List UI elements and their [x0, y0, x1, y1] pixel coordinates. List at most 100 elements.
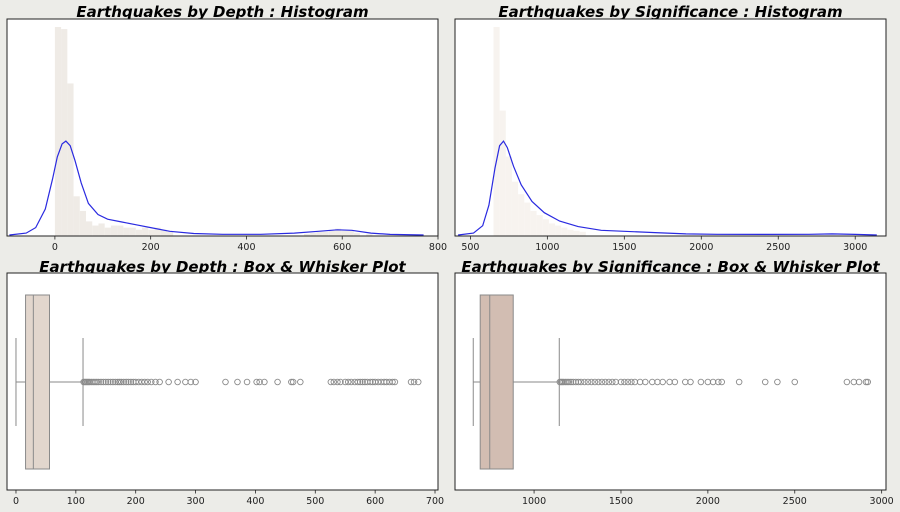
outlier-point: [344, 378, 352, 386]
outlier-point: [192, 378, 199, 386]
outlier-point: [855, 378, 863, 386]
outlier-point: [104, 378, 112, 386]
iqr-box: [479, 294, 514, 470]
histogram-bar: [536, 215, 543, 236]
chart-panel-4: Earthquakes by Significance : Box & Whis…: [454, 258, 894, 507]
outlier-point: [148, 378, 155, 386]
outlier-point: [234, 378, 241, 386]
x-tick-label: 600: [366, 496, 384, 507]
histogram-bar: [104, 227, 111, 236]
x-tick-label: 3000: [870, 496, 894, 507]
histogram-bar: [548, 223, 556, 236]
outlier-point: [414, 378, 422, 386]
chart-panel-2: Earthquakes by Significance : Histogram 5…: [454, 3, 887, 253]
outlier-point: [359, 378, 366, 386]
outlier-point: [735, 378, 743, 386]
kde-curve: [458, 140, 877, 236]
histogram-bar: [135, 229, 143, 236]
outlier-point: [156, 378, 163, 386]
outlier-point: [367, 378, 374, 386]
outlier-point: [100, 378, 107, 386]
outlier-point: [289, 378, 297, 386]
outlier-point: [581, 378, 588, 386]
histogram-bar: [493, 27, 500, 236]
outlier-point: [697, 378, 705, 386]
outlier-point: [642, 378, 649, 386]
x-tick-label: 300: [186, 496, 204, 507]
outlier-point: [864, 378, 872, 386]
histogram-bar: [322, 231, 329, 236]
histogram-bar: [148, 229, 155, 236]
plot-frame: [6, 18, 439, 237]
x-tick-label: 0: [52, 242, 58, 253]
histogram-bar: [310, 232, 317, 236]
histogram-bar: [86, 221, 93, 236]
histogram-bar: [142, 227, 149, 236]
outlier-point: [575, 378, 582, 386]
outlier-point: [356, 378, 364, 386]
chart-title: Earthquakes by Depth : Box & Whisker Plo…: [39, 258, 406, 276]
outlier-point: [584, 378, 592, 386]
outlier-point: [577, 378, 585, 386]
histogram-bar: [366, 234, 373, 236]
outlier-point: [389, 378, 396, 386]
outlier-point: [565, 378, 573, 386]
histogram-bar: [303, 233, 311, 236]
x-tick-label: 600: [333, 242, 351, 253]
outlier-point: [187, 378, 195, 386]
outlier-point: [617, 378, 625, 386]
outlier-point: [595, 378, 602, 386]
x-tick-label: 500: [306, 496, 324, 507]
outlier-point: [410, 378, 418, 386]
histogram-bar: [341, 230, 348, 236]
outlier-point: [621, 378, 628, 386]
outlier-point: [591, 378, 599, 386]
outlier-point: [261, 378, 268, 386]
outlier-point: [354, 378, 362, 386]
x-tick-label: 2500: [766, 242, 790, 253]
plot-frame: [6, 272, 439, 491]
histogram-bar: [505, 156, 512, 236]
histogram-bar: [98, 223, 105, 236]
histogram-bar: [328, 230, 336, 236]
plot-frame: [454, 18, 887, 237]
histogram-bar: [129, 227, 136, 236]
histogram-bar: [573, 230, 580, 236]
outlier-point: [116, 378, 123, 386]
outlier-point: [588, 378, 595, 386]
outlier-point: [122, 378, 130, 386]
x-tick-label: 2000: [689, 242, 713, 253]
outlier-point: [243, 378, 251, 386]
histogram-bar: [54, 27, 62, 236]
histogram-bar: [67, 83, 74, 237]
outlier-point: [144, 378, 151, 386]
outlier-point: [718, 378, 726, 386]
x-tick-label: 500: [461, 242, 479, 253]
histogram-bar: [347, 230, 354, 236]
outlier-point: [174, 378, 181, 386]
chart-title: Earthquakes by Significance : Box & Whis…: [461, 258, 880, 276]
histogram-bar: [123, 227, 130, 236]
histogram-bar: [166, 231, 174, 236]
outlier-point: [391, 378, 399, 386]
x-tick-label: 2000: [696, 496, 720, 507]
chart-panel-1: Earthquakes by Depth : Histogram 0 200 400 6…: [6, 3, 447, 253]
outlier-point: [127, 378, 135, 386]
x-tick-label: 400: [237, 242, 255, 253]
outlier-point: [107, 378, 114, 386]
outlier-point: [165, 378, 172, 386]
histogram-bar: [518, 194, 525, 236]
outlier-point: [109, 378, 117, 386]
outlier-point: [120, 378, 127, 386]
x-tick-label: 200: [127, 496, 145, 507]
histogram-bar: [79, 210, 87, 236]
histogram-bar: [160, 229, 167, 236]
chart-panel-3: Earthquakes by Depth : Box & Whisker Plo…: [6, 258, 444, 507]
histogram-bar: [542, 219, 549, 236]
histogram-bar: [511, 181, 519, 236]
outlier-point: [118, 378, 125, 386]
x-tick-label: 1500: [609, 496, 633, 507]
outlier-point: [256, 378, 263, 386]
outlier-point: [125, 378, 132, 386]
